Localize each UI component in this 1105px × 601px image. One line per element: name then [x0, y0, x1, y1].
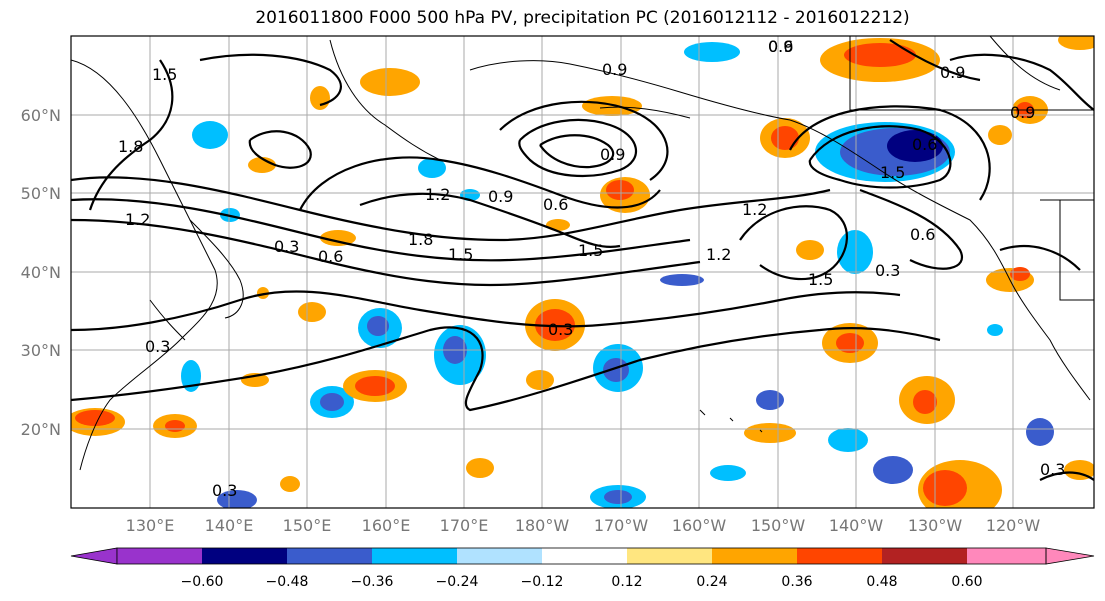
lat-label: 40°N [21, 263, 61, 282]
colorbar-bin [797, 548, 882, 564]
colorbar-extend-low [70, 547, 118, 565]
contour-label: 0.9 [768, 37, 793, 56]
colorbar-bin [882, 548, 967, 564]
lat-label: 60°N [21, 106, 61, 125]
colorbar: −0.60 −0.48 −0.36 −0.24 −0.12 0.12 0.24 … [70, 547, 1095, 590]
colorbar-bin [627, 548, 712, 564]
contour-label: 1.8 [118, 137, 143, 156]
lon-label: 130°W [908, 516, 963, 535]
colorbar-bin [712, 548, 797, 564]
colorbar-bin [457, 548, 542, 564]
contour-label: 0.9 [602, 60, 627, 79]
contour-label: 1.5 [448, 245, 473, 264]
lat-labels: 60°N 50°N 40°N 30°N 20°N [21, 106, 61, 439]
colorbar-tick-label: −0.36 [351, 574, 394, 590]
colorbar-bin [202, 548, 287, 564]
coastlines [71, 36, 1094, 471]
lon-label: 120°W [986, 516, 1041, 535]
contour-label: 1.2 [742, 200, 767, 219]
colorbar-bin [287, 548, 372, 564]
lon-label: 140°E [205, 516, 254, 535]
contour-label: 0.6 [910, 225, 935, 244]
contour-label: 1.5 [880, 163, 905, 182]
contour-label: 1.2 [706, 245, 731, 264]
colorbar-bin [542, 548, 627, 564]
lat-label: 20°N [21, 420, 61, 439]
contour-label: 0.9 [1010, 103, 1035, 122]
lon-label: 160°W [672, 516, 727, 535]
contour-label: 1.5 [152, 65, 177, 84]
lon-labels: 130°E 140°E 150°E 160°E 170°E 180°W 170°… [126, 516, 1041, 535]
contour-label: 1.2 [125, 210, 150, 229]
contour-label: 0.3 [145, 337, 170, 356]
lon-label: 160°E [362, 516, 411, 535]
contour-label: 0.3 [274, 237, 299, 256]
lon-label: 180°W [515, 516, 570, 535]
colorbar-tick-label: 0.24 [696, 574, 727, 590]
colorbar-bin [117, 548, 202, 564]
colorbar-tick-label: 0.36 [781, 574, 812, 590]
colorbar-extend-high [1045, 547, 1095, 565]
lon-label: 170°W [594, 516, 649, 535]
colorbar-tick-label: −0.24 [436, 574, 479, 590]
contour-label: 1.5 [578, 241, 603, 260]
lon-label: 150°W [751, 516, 806, 535]
contour-label: 0.9 [488, 187, 513, 206]
colorbar-tick-label: −0.60 [181, 574, 224, 590]
colorbar-tick-label: 0.48 [866, 574, 897, 590]
contour-label: 0.6 [318, 247, 343, 266]
contour-label: 1.8 [408, 230, 433, 249]
grid-lines [71, 36, 1094, 508]
contour-label: 0.3 [1040, 460, 1065, 479]
colorbar-tick-label: −0.12 [521, 574, 564, 590]
contour-label: 0.6 [912, 135, 937, 154]
lon-label: 170°E [440, 516, 489, 535]
pv-contours [71, 39, 1094, 481]
lon-label: 140°W [829, 516, 884, 535]
colorbar-tick-label: 0.60 [951, 574, 982, 590]
colorbar-bin [967, 548, 1046, 564]
lon-label: 150°E [283, 516, 332, 535]
colorbar-bin [372, 548, 457, 564]
contour-label: 0.3 [548, 320, 573, 339]
chart-title: 2016011800 F000 500 hPa PV, precipitatio… [255, 8, 910, 28]
contour-label: 0.6 [543, 195, 568, 214]
colorbar-tick-label: −0.48 [266, 574, 309, 590]
contour-label: 0.6 [768, 37, 793, 56]
contour-label: 1.2 [425, 185, 450, 204]
contour-label: 0.9 [940, 63, 965, 82]
contour-label: 1.5 [808, 270, 833, 289]
lon-label: 130°E [126, 516, 175, 535]
lat-label: 30°N [21, 341, 61, 360]
lat-label: 50°N [21, 184, 61, 203]
contour-label: 0.3 [212, 481, 237, 500]
contour-labels: 1.5 1.8 1.2 0.9 0.6 0.3 0.6 0.9 1.5 1.2 … [118, 37, 1065, 500]
map-border [70, 35, 1095, 509]
contour-label: 0.3 [875, 261, 900, 280]
colorbar-tick-label: 0.12 [611, 574, 642, 590]
contour-label: 0.9 [600, 145, 625, 164]
